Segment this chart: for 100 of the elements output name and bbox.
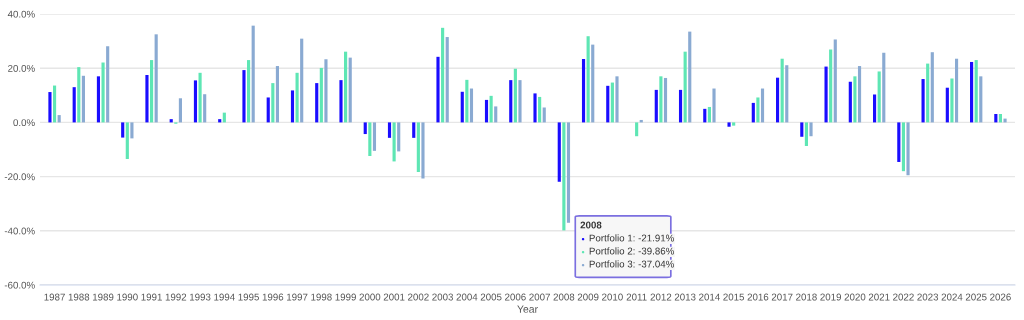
bar — [339, 80, 343, 123]
bar — [275, 66, 280, 123]
bar — [833, 39, 837, 123]
bar — [591, 44, 595, 123]
y-tick-label: -40.0% — [4, 227, 35, 235]
bar — [72, 87, 76, 123]
bar — [518, 80, 522, 123]
bar — [994, 114, 998, 123]
x-tick-label: 2013 — [674, 293, 696, 301]
bar — [970, 61, 974, 123]
y-tick-label: -20.0% — [4, 173, 35, 181]
bar — [48, 92, 52, 123]
x-tick-label: 2009 — [577, 293, 599, 301]
bar — [950, 78, 954, 123]
bar — [445, 37, 449, 123]
bar — [363, 122, 367, 135]
x-tick-label: 1994 — [214, 293, 235, 301]
x-tick-label: 1990 — [117, 293, 138, 301]
x-tick-label: 2000 — [359, 293, 381, 301]
x-tick-label: 2012 — [650, 293, 672, 301]
bar — [897, 122, 901, 162]
x-tick-label: 1997 — [287, 293, 308, 301]
bar — [81, 75, 85, 123]
bar — [372, 122, 377, 151]
x-tick-label: 1988 — [68, 293, 90, 301]
bar — [775, 77, 780, 123]
bar — [780, 58, 784, 123]
bar — [315, 83, 319, 123]
bar — [178, 98, 183, 123]
bar — [610, 82, 614, 123]
x-tick-label: 1992 — [165, 293, 187, 301]
bar — [203, 94, 207, 123]
bar — [945, 87, 949, 123]
x-tick-label: 2010 — [602, 293, 623, 301]
x-tick-label: 2002 — [408, 293, 429, 301]
bar — [348, 57, 352, 123]
bar — [397, 122, 401, 152]
x-tick-label: 2020 — [844, 293, 866, 301]
bar — [96, 76, 101, 123]
x-tick-label: 1998 — [311, 293, 332, 301]
bar — [562, 122, 566, 231]
bar — [145, 74, 149, 123]
bar — [387, 122, 392, 138]
bar — [169, 119, 173, 123]
bar — [247, 60, 251, 123]
bar — [538, 96, 542, 123]
x-tick-label: 2004 — [456, 293, 478, 301]
bar — [130, 122, 134, 139]
x-tick-label: 1996 — [262, 293, 284, 301]
bar — [300, 38, 304, 123]
bar — [154, 34, 158, 123]
annotation: Portfolio 2: -39.86% — [589, 247, 674, 255]
bar — [926, 63, 930, 123]
bar — [242, 70, 246, 123]
y-tick-label: 20.0% — [8, 64, 35, 72]
bar — [149, 60, 154, 123]
bar — [533, 93, 537, 123]
x-tick-label: 2023 — [917, 293, 939, 301]
bar — [824, 66, 828, 123]
bar — [106, 46, 110, 123]
bar — [615, 76, 619, 123]
bar — [469, 88, 474, 123]
bar — [727, 122, 731, 127]
bar — [271, 83, 275, 123]
bar — [663, 77, 668, 123]
bar — [319, 67, 323, 123]
x-tick-label: 1993 — [190, 293, 211, 301]
bar — [566, 122, 571, 223]
bar — [290, 90, 295, 123]
bar — [930, 52, 934, 123]
x-tick-label: 1991 — [141, 293, 162, 301]
bar — [266, 97, 270, 123]
bar — [513, 68, 517, 123]
x-tick-label: 2003 — [432, 293, 453, 301]
bar — [581, 58, 586, 123]
x-tick-label: 2018 — [796, 293, 817, 301]
bar — [586, 36, 590, 123]
bar — [760, 88, 765, 123]
bar — [683, 51, 687, 123]
bar — [392, 122, 396, 162]
bar — [921, 79, 925, 123]
bar — [441, 27, 445, 123]
x-tick-label: 1987 — [44, 293, 65, 301]
bar — [193, 80, 198, 123]
bar — [125, 122, 129, 159]
x-tick-label: 2025 — [965, 293, 987, 301]
bar — [489, 95, 493, 123]
bar — [436, 56, 440, 123]
bar — [52, 85, 57, 123]
bar — [344, 51, 348, 123]
bar — [412, 122, 416, 138]
x-tick-label: 2017 — [771, 293, 793, 301]
annotation: 2008 — [580, 221, 602, 229]
bar — [542, 107, 546, 123]
x-tick-label: 1989 — [92, 293, 114, 301]
x-tick-label: 2021 — [868, 293, 890, 301]
bar — [606, 85, 610, 123]
y-tick-label: 40.0% — [7, 10, 35, 18]
y-tick-label: -60.0% — [4, 281, 35, 289]
bar — [954, 58, 959, 123]
